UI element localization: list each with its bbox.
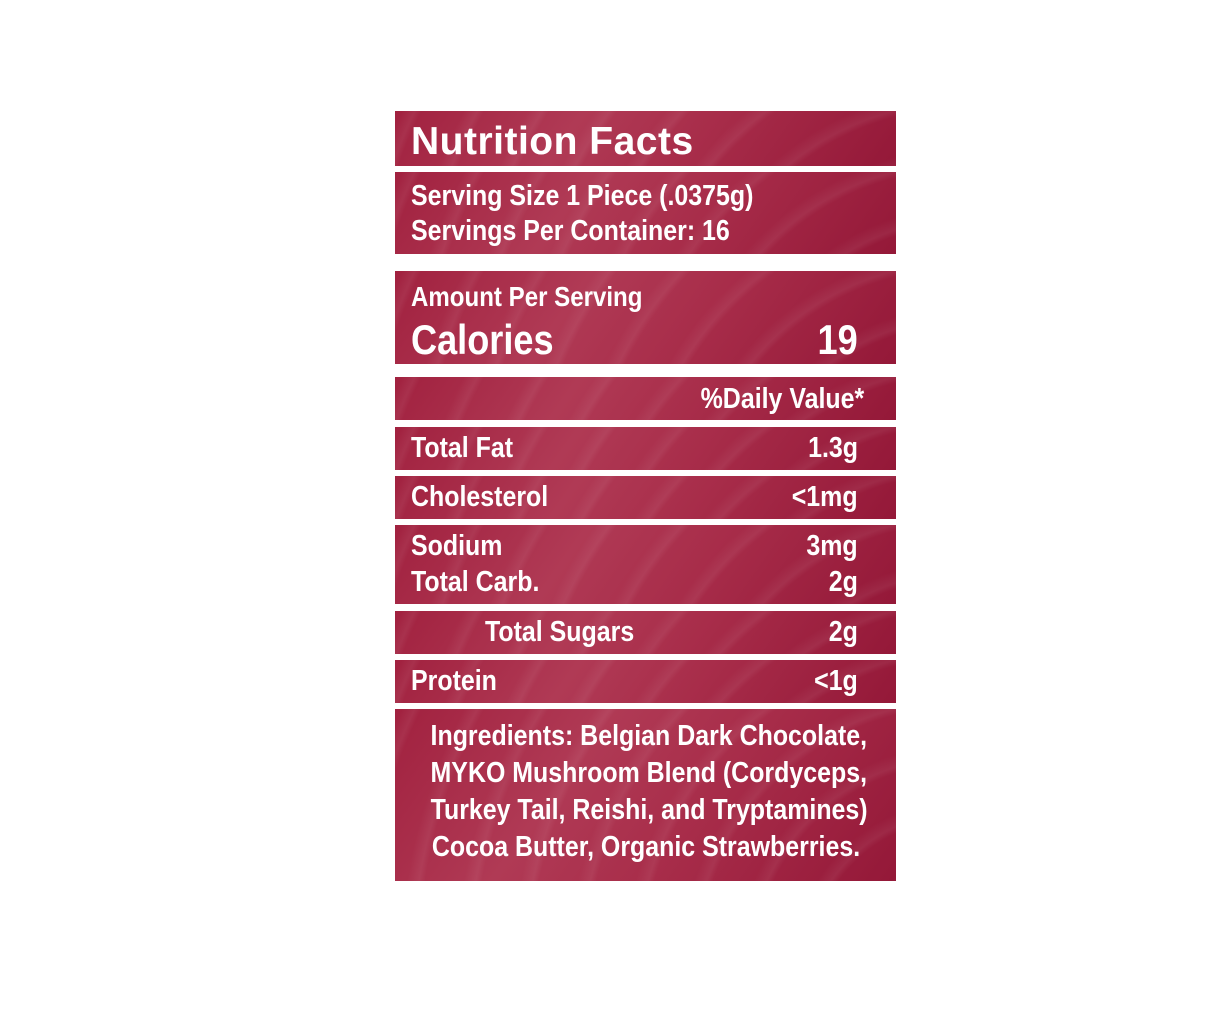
nutrient-name-wrap: Total Sugars [485,618,659,647]
nutrient-value: <1g [814,665,858,697]
servings-per-container-wrap: Servings Per Container: 16 [411,217,782,246]
nutrient-name: Total Fat [411,432,514,464]
nutrient-name-wrap: Cholesterol [411,483,571,512]
nutrient-value: 2g [828,566,858,598]
nutrient-value-wrap: 1.3g [800,434,858,463]
daily-value-wrap: %Daily Value* [674,385,864,414]
ingredients-line: Turkey Tail, Reishi, and Tryptamines) [430,794,868,826]
daily-value-band: %Daily Value* [395,377,896,420]
nutrient-value: 2g [828,616,858,648]
ingredients-line-wrap: Turkey Tail, Reishi, and Tryptamines) [395,792,896,829]
nutrient-row-sodium-carb: Sodium 3mg Total Carb. 2g [395,525,896,604]
nutrient-row-total-fat: Total Fat 1.3g [395,427,896,470]
nutrient-row-total-sugars: Total Sugars 2g [395,611,896,654]
nutrient-name-wrap: Total Carb. [411,568,560,597]
nutrient-value: 3mg [806,530,858,562]
label-title: Nutrition Facts [411,120,694,163]
amount-band: Amount Per Serving Calories 19 [395,271,896,364]
serving-band: Serving Size 1 Piece (.0375g) Servings P… [395,172,896,254]
ingredients-line-wrap: Cocoa Butter, Organic Strawberries. [395,829,896,866]
nutrient-value-wrap: <1g [807,667,858,696]
title-band: Nutrition Facts [395,111,896,166]
serving-size-wrap: Serving Size 1 Piece (.0375g) [411,182,809,211]
calories-label: Calories [411,316,554,363]
nutrient-value: <1mg [792,481,858,513]
nutrient-name-wrap: Sodium [411,532,517,561]
nutrient-value-wrap: <1mg [781,483,858,512]
nutrient-name: Total Carb. [411,566,540,598]
ingredients-line: Cocoa Butter, Organic Strawberries. [431,831,860,863]
amount-per-serving: Amount Per Serving [411,281,643,312]
nutrient-row-protein: Protein <1g [395,660,896,703]
calories-value-wrap: 19 [811,319,858,361]
serving-size: Serving Size 1 Piece (.0375g) [411,180,754,212]
nutrient-value: 1.3g [808,432,858,464]
calories-label-wrap: Calories [411,319,577,361]
nutrient-value-wrap: 2g [824,618,858,647]
nutrient-name: Total Sugars [485,616,635,648]
nutrient-name-wrap: Protein [411,667,511,696]
ingredients-line: MYKO Mushroom Blend (Cordyceps, [430,757,868,789]
amount-label-wrap: Amount Per Serving [411,283,680,311]
ingredients-line-wrap: Ingredients: Belgian Dark Chocolate, [395,718,896,755]
nutrient-value-wrap: 3mg [798,532,858,561]
nutrient-row-cholesterol: Cholesterol <1mg [395,476,896,519]
nutrient-value-wrap: 2g [824,568,858,597]
nutrient-name: Sodium [411,530,503,562]
nutrient-name: Cholesterol [411,481,549,513]
nutrient-name: Protein [411,665,497,697]
ingredients-line-wrap: MYKO Mushroom Blend (Cordyceps, [395,755,896,792]
daily-value-header: %Daily Value* [700,383,864,415]
nutrient-name-wrap: Total Fat [411,434,530,463]
ingredients-line: Ingredients: Belgian Dark Chocolate, [430,720,868,752]
servings-per-container: Servings Per Container: 16 [411,215,730,247]
ingredients-text: Ingredients: Belgian Dark Chocolate, MYK… [395,718,896,866]
ingredients-band: Ingredients: Belgian Dark Chocolate, MYK… [395,709,896,881]
nutrition-label: Nutrition Facts Serving Size 1 Piece (.0… [395,111,896,881]
calories-value: 19 [817,316,858,363]
